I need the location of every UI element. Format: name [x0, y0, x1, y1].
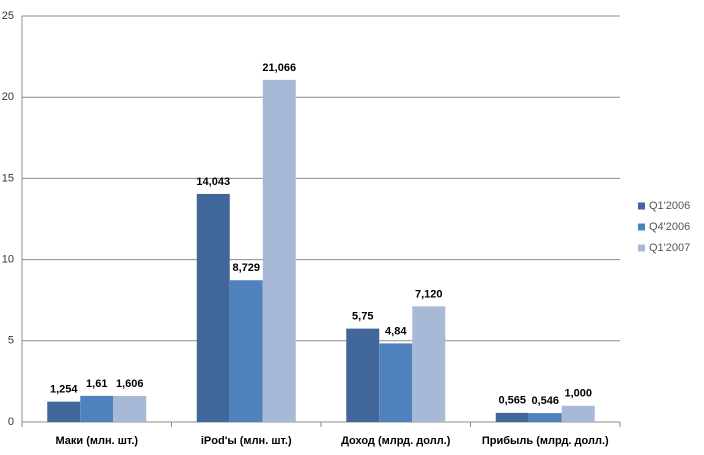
value-label: 0,565 [498, 395, 526, 407]
y-tick-label: 10 [2, 254, 14, 266]
bar [113, 395, 147, 422]
bar [528, 413, 562, 422]
y-tick-label: 20 [2, 91, 14, 103]
value-label: 0,546 [531, 395, 559, 407]
value-label: 21,066 [262, 62, 296, 74]
x-tick-label: Прибыль (млрд. долл.) [482, 435, 609, 447]
legend-swatch [638, 202, 645, 210]
x-tick-label: Доход (млрд. долл.) [341, 435, 451, 447]
bar [47, 401, 81, 422]
bar [80, 395, 114, 422]
y-tick-label: 0 [8, 416, 14, 428]
legend-swatch [638, 244, 645, 252]
value-label: 1,254 [50, 384, 78, 396]
bar [379, 343, 413, 422]
value-label: 4,84 [385, 325, 407, 337]
value-label: 1,000 [564, 388, 592, 400]
y-tick-label: 5 [8, 335, 14, 347]
value-label: 8,729 [232, 262, 260, 274]
value-label: 5,75 [352, 311, 373, 323]
value-label: 14,043 [196, 176, 230, 188]
y-tick-label: 15 [2, 172, 14, 184]
legend-label: Q4'2006 [649, 221, 690, 233]
legend-label: Q1'2006 [649, 200, 690, 212]
value-label: 1,606 [116, 378, 144, 390]
bar [412, 306, 446, 422]
legend-swatch [638, 223, 645, 231]
bar [495, 412, 529, 422]
legend-label: Q1'2007 [649, 242, 690, 254]
x-tick-label: iPod'ы (млн. шт.) [201, 435, 292, 447]
y-tick-label: 25 [2, 10, 14, 22]
bar [561, 405, 595, 422]
value-label: 1,61 [86, 378, 107, 390]
bar [229, 280, 263, 422]
bar [346, 328, 380, 422]
x-tick-label: Маки (млн. шт.) [55, 435, 138, 447]
value-label: 7,120 [415, 288, 443, 300]
bar [196, 193, 230, 422]
bar [262, 79, 296, 423]
